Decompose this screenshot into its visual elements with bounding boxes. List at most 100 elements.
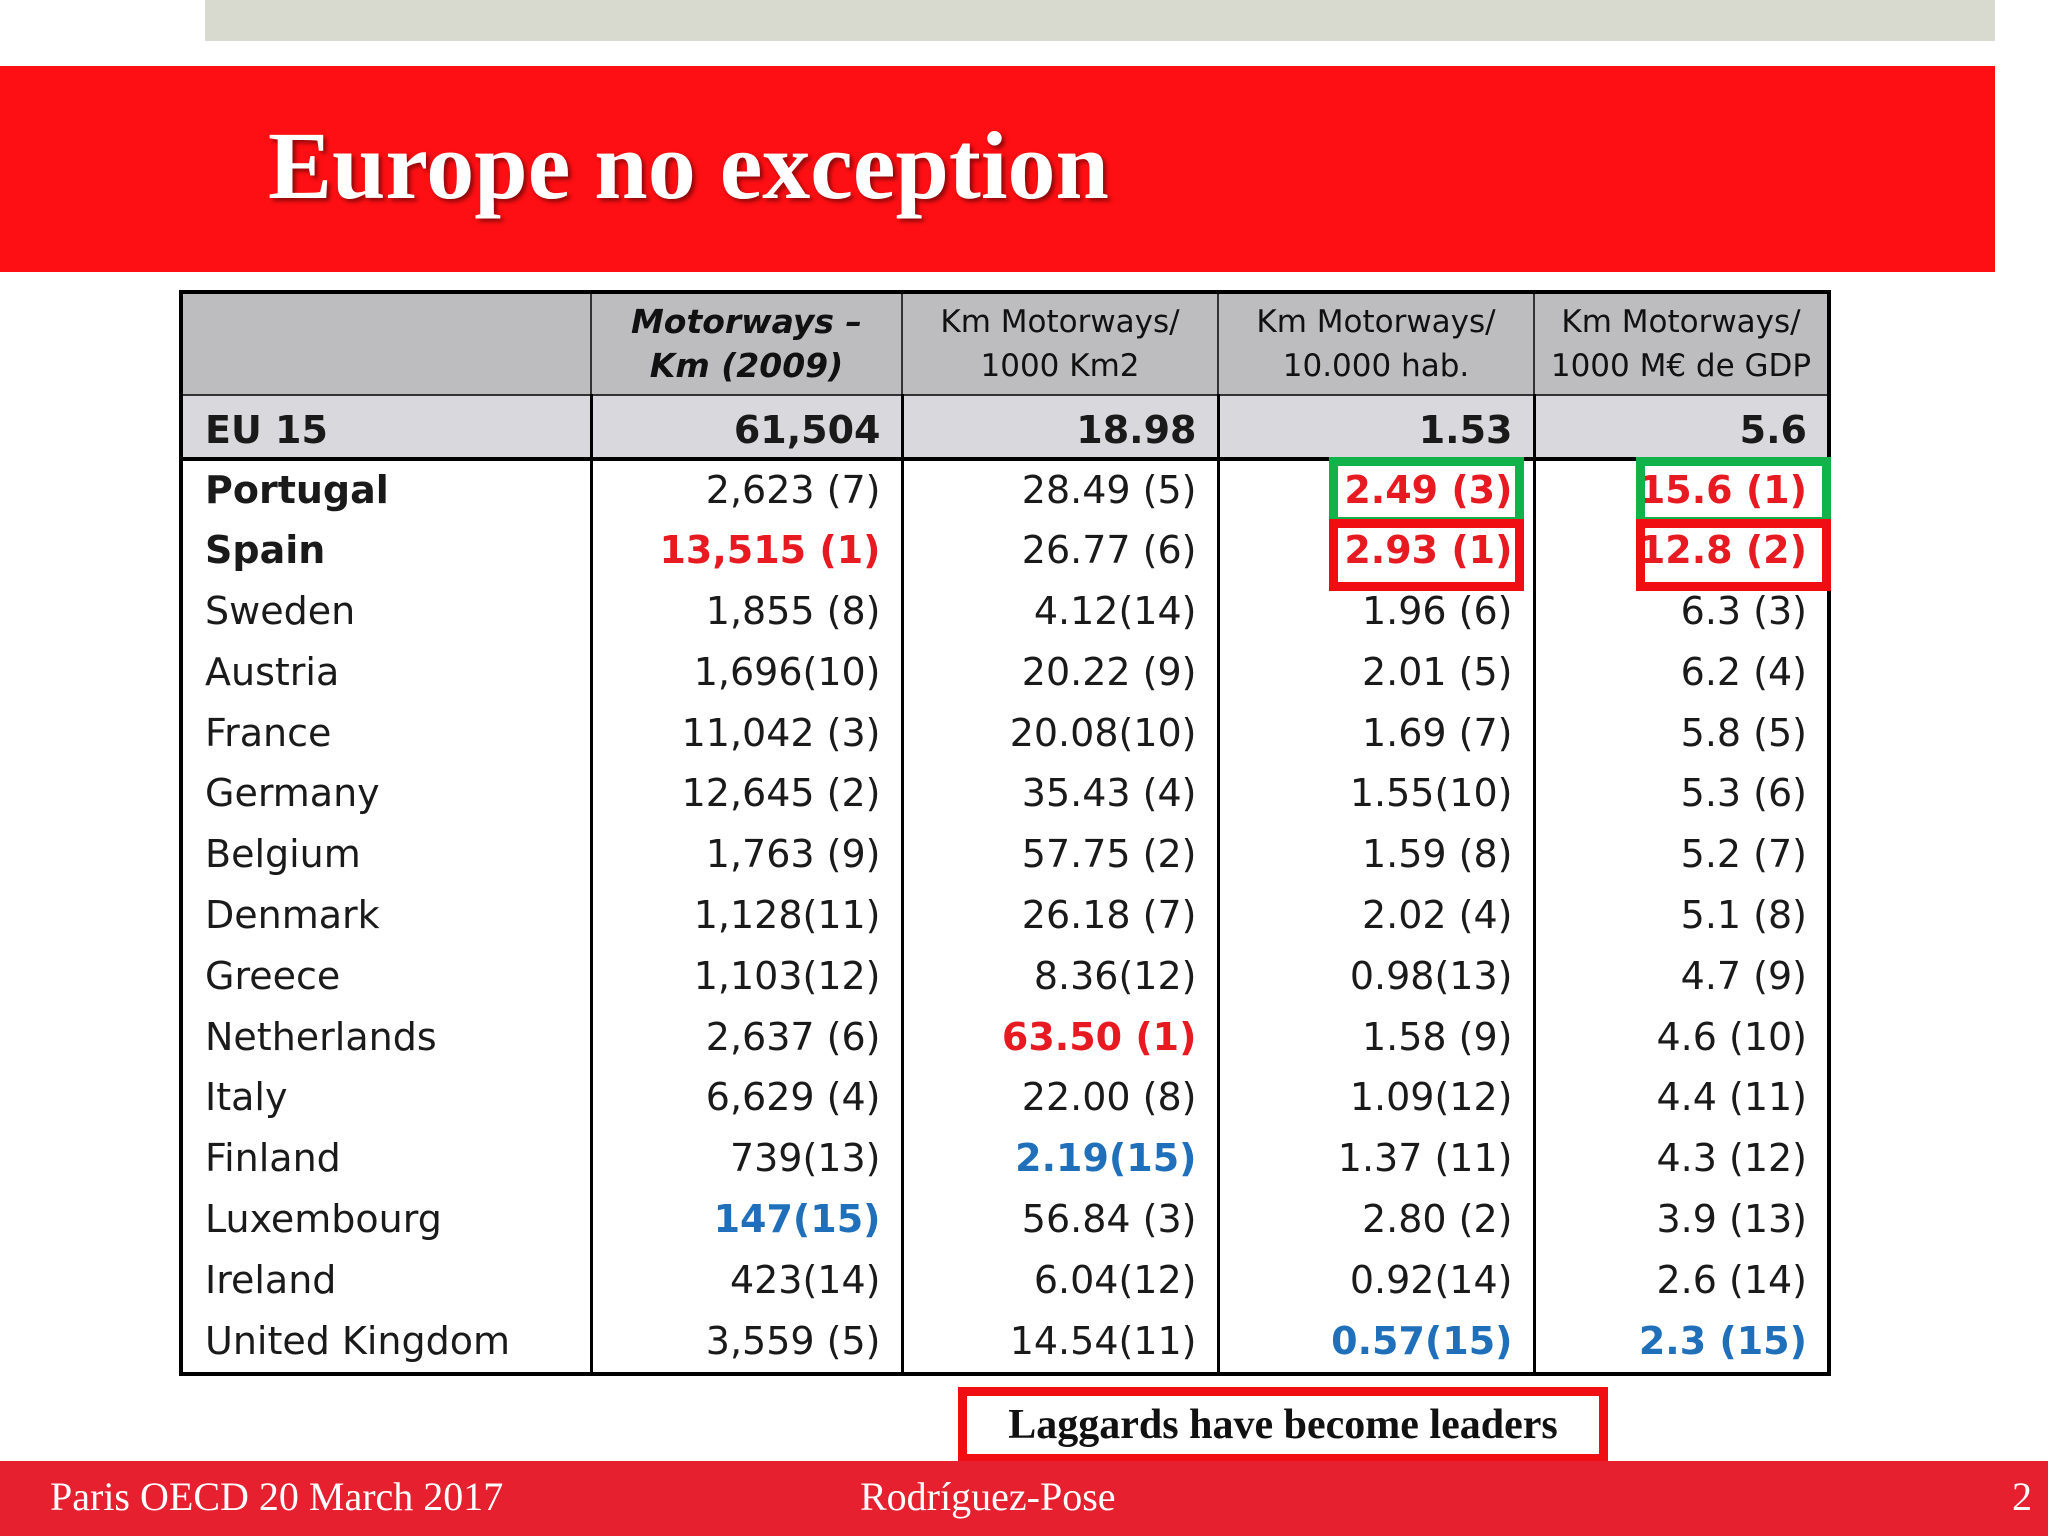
km-per-gdp: 15.6 (1) [1532, 459, 1829, 520]
header-km-per-gdp-text: Km Motorways/1000 M€ de GDP [1550, 304, 1812, 384]
motorways-km: 13,515 (1) [589, 519, 902, 581]
km-per-population: 2.01 (5) [1216, 641, 1534, 703]
km-per-area: 57.75 (2) [900, 823, 1218, 885]
km-per-gdp: 4.7 (9) [1532, 945, 1829, 1007]
eu15-label: EU 15 [181, 394, 591, 461]
country-name: Netherlands [205, 1014, 437, 1059]
eu15-km-per-population: 1.53 [1216, 394, 1534, 461]
country-name: United Kingdom [205, 1319, 511, 1364]
country-name: France [205, 710, 332, 755]
country-name: Greece [205, 953, 341, 998]
km-per-population: 1.55(10) [1216, 762, 1534, 824]
km-per-area: 20.22 (9) [900, 641, 1218, 703]
green-highlight-box-population [1329, 457, 1524, 526]
footer-page-number: 2 [2012, 1474, 2032, 1519]
eu15-km-per-gdp: 5.6 [1532, 394, 1829, 461]
km-per-population: 1.58 (9) [1216, 1006, 1534, 1067]
country-name: Denmark [205, 892, 380, 937]
km-per-gdp: 2.6 (14) [1532, 1249, 1829, 1311]
country-name: Sweden [205, 588, 356, 633]
km-per-population: 2.80 (2) [1216, 1188, 1534, 1250]
motorways-table-container: Motorways – Km (2009) Km Motorways/1000 K… [179, 290, 1831, 1377]
km-per-population: 1.37 (11) [1216, 1127, 1534, 1189]
header-km-per-area: Km Motorways/1000 Km2 [901, 292, 1218, 395]
eu15-row: EU 15 61,504 18.98 1.53 5.6 [181, 394, 1829, 461]
km-per-area: 8.36(12) [900, 945, 1218, 1007]
motorways-km: 1,128(11) [589, 884, 902, 946]
motorways-km: 1,763 (9) [589, 823, 902, 885]
km-per-area: 26.18 (7) [900, 884, 1218, 946]
table-row: Belgium 1,763 (9) 57.75 (2) 1.59 (8) 5.2 (7) [181, 823, 1829, 885]
km-per-gdp: 4.4 (11) [1532, 1066, 1829, 1128]
motorways-km: 423(14) [589, 1249, 902, 1311]
header-km-per-area-text: Km Motorways/1000 Km2 [940, 304, 1180, 384]
motorways-km: 1,696(10) [589, 641, 902, 703]
country-name: Austria [205, 649, 340, 694]
country-name: Luxembourg [205, 1196, 442, 1241]
header-country [181, 292, 591, 395]
km-per-population: 2.93 (1) [1216, 519, 1534, 581]
km-per-area: 14.54(11) [900, 1310, 1218, 1375]
footer-author: Rodríguez-Pose [860, 1474, 1116, 1519]
km-per-population: 2.02 (4) [1216, 884, 1534, 946]
country-name: Finland [205, 1136, 341, 1181]
top-decorative-strip [205, 0, 1995, 41]
table-row: Greece 1,103(12) 8.36(12) 0.98(13) 4.7 (9) [181, 945, 1829, 1007]
country-name: Portugal [205, 468, 389, 513]
km-per-area: 4.12(14) [900, 580, 1218, 642]
motorways-km: 11,042 (3) [589, 702, 902, 763]
km-per-gdp: 5.2 (7) [1532, 823, 1829, 885]
km-per-population: 1.09(12) [1216, 1066, 1534, 1128]
km-per-gdp: 5.1 (8) [1532, 884, 1829, 946]
eu15-km-per-area: 18.98 [900, 394, 1218, 461]
country-name: Spain [205, 528, 326, 573]
table-row: Sweden 1,855 (8) 4.12(14) 1.96 (6) 6.3 (3) [181, 580, 1829, 642]
motorways-table: Motorways – Km (2009) Km Motorways/1000 K… [179, 290, 1831, 1377]
table-row: Ireland 423(14) 6.04(12) 0.92(14) 2.6 (14) [181, 1249, 1829, 1311]
table-row: Austria 1,696(10) 20.22 (9) 2.01 (5) 6.2 (4) [181, 641, 1829, 703]
motorways-km: 147(15) [589, 1188, 902, 1250]
table-row: Denmark 1,128(11) 26.18 (7) 2.02 (4) 5.1 (8) [181, 884, 1829, 946]
table-header-row: Motorways – Km (2009) Km Motorways/1000 K… [181, 292, 1829, 395]
km-per-gdp: 4.6 (10) [1532, 1006, 1829, 1067]
country-name: Belgium [205, 832, 361, 877]
footer-band: Paris OECD 20 March 2017 Rodríguez-Pose … [0, 1461, 2048, 1536]
header-km-per-population: Km Motorways/10.000 hab. [1217, 292, 1534, 395]
red-highlight-box-population [1329, 519, 1524, 591]
km-per-population: 0.98(13) [1216, 945, 1534, 1007]
km-per-area: 63.50 (1) [900, 1006, 1218, 1067]
km-per-area: 20.08(10) [900, 702, 1218, 763]
country-name: Italy [205, 1075, 288, 1120]
table-row: United Kingdom 3,559 (5) 14.54(11) 0.57(15)… [181, 1310, 1829, 1375]
km-per-area: 2.19(15) [900, 1127, 1218, 1189]
km-per-gdp: 3.9 (13) [1532, 1188, 1829, 1250]
km-per-area: 22.00 (8) [900, 1066, 1218, 1128]
km-per-population: 1.59 (8) [1216, 823, 1534, 885]
km-per-gdp: 5.8 (5) [1532, 702, 1829, 763]
km-per-population: 2.49 (3) [1216, 459, 1534, 520]
motorways-km: 3,559 (5) [589, 1310, 902, 1375]
km-per-population: 1.69 (7) [1216, 702, 1534, 763]
eu15-motorways-km: 61,504 [589, 394, 902, 461]
km-per-population: 0.92(14) [1216, 1249, 1534, 1311]
km-per-gdp: 12.8 (2) [1532, 519, 1829, 581]
motorways-km: 2,623 (7) [589, 459, 902, 520]
km-per-area: 35.43 (4) [900, 762, 1218, 824]
table-row: Luxembourg 147(15) 56.84 (3) 2.80 (2) 3.9 (1… [181, 1188, 1829, 1250]
motorways-km: 1,855 (8) [589, 580, 902, 642]
km-per-gdp: 6.2 (4) [1532, 641, 1829, 703]
motorways-km: 6,629 (4) [589, 1066, 902, 1128]
slide-title: Europe no exception [268, 112, 1109, 219]
km-per-area: 26.77 (6) [900, 519, 1218, 581]
motorways-km: 2,637 (6) [589, 1006, 902, 1067]
km-per-gdp: 5.3 (6) [1532, 762, 1829, 824]
footer-event: Paris OECD 20 March 2017 [50, 1474, 504, 1519]
km-per-area: 28.49 (5) [900, 459, 1218, 520]
km-per-gdp: 2.3 (15) [1532, 1310, 1829, 1375]
laggards-callout: Laggards have become leaders [958, 1387, 1608, 1463]
table-row: Portugal 2,623 (7) 28.49 (5) 2.49 (3) 15.6 (… [181, 459, 1829, 520]
table-row: Netherlands 2,637 (6) 63.50 (1) 1.58 (9) 4.6… [181, 1006, 1829, 1067]
table-row: Italy 6,629 (4) 22.00 (8) 1.09(12) 4.4 (11) [181, 1066, 1829, 1128]
header-km-per-gdp: Km Motorways/1000 M€ de GDP [1533, 292, 1829, 395]
header-motorways-km: Motorways – Km (2009) [590, 292, 902, 395]
